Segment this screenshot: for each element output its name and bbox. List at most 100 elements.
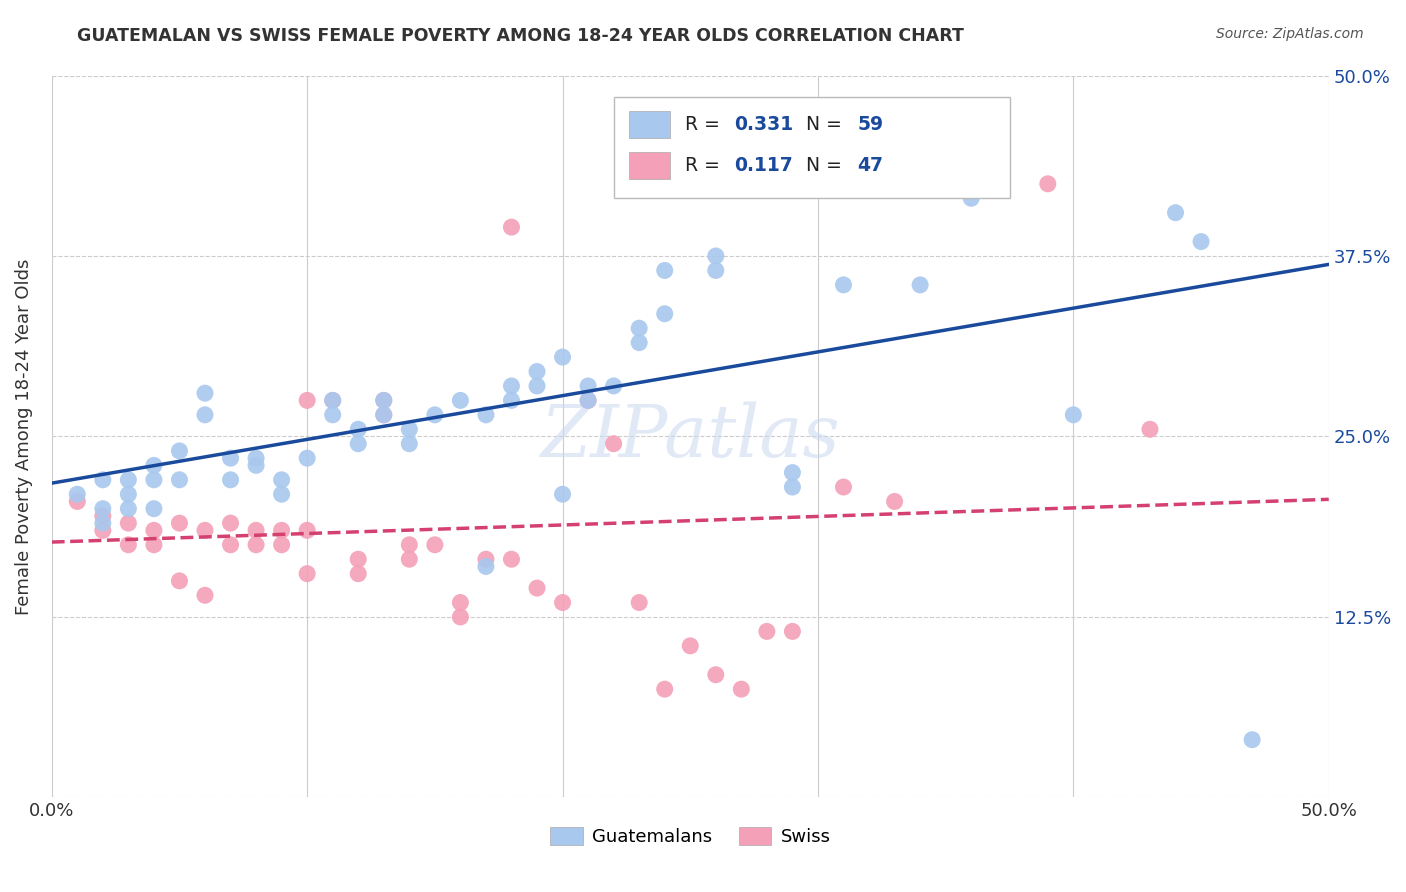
Point bbox=[270, 538, 292, 552]
Point bbox=[398, 538, 420, 552]
Point bbox=[347, 436, 370, 450]
Point bbox=[398, 552, 420, 566]
Point bbox=[475, 408, 498, 422]
Point bbox=[295, 451, 318, 466]
Point bbox=[373, 393, 395, 408]
Point bbox=[551, 595, 574, 609]
Point bbox=[449, 393, 471, 408]
Point bbox=[373, 408, 395, 422]
Point bbox=[908, 277, 931, 292]
Point bbox=[832, 277, 855, 292]
Point bbox=[935, 177, 957, 191]
Point bbox=[475, 552, 498, 566]
Point bbox=[347, 422, 370, 436]
Point bbox=[576, 393, 599, 408]
Point bbox=[526, 379, 548, 393]
Point bbox=[169, 444, 191, 458]
Point bbox=[602, 379, 624, 393]
Point bbox=[169, 473, 191, 487]
Text: R =: R = bbox=[685, 115, 725, 134]
Point bbox=[1139, 422, 1161, 436]
Text: 0.331: 0.331 bbox=[734, 115, 793, 134]
Point bbox=[883, 494, 905, 508]
Text: 47: 47 bbox=[858, 156, 883, 175]
Point bbox=[169, 516, 191, 530]
Point bbox=[194, 588, 217, 602]
Point bbox=[347, 552, 370, 566]
Point bbox=[91, 508, 114, 523]
Point bbox=[501, 220, 523, 235]
Point bbox=[270, 487, 292, 501]
Legend: Guatemalans, Swiss: Guatemalans, Swiss bbox=[543, 820, 838, 854]
Point bbox=[219, 516, 242, 530]
Point bbox=[91, 516, 114, 530]
Point bbox=[551, 350, 574, 364]
Point bbox=[755, 624, 778, 639]
Point bbox=[628, 321, 651, 335]
Point bbox=[322, 393, 344, 408]
Point bbox=[219, 451, 242, 466]
Y-axis label: Female Poverty Among 18-24 Year Olds: Female Poverty Among 18-24 Year Olds bbox=[15, 259, 32, 615]
FancyBboxPatch shape bbox=[628, 152, 669, 179]
Point bbox=[628, 595, 651, 609]
Point bbox=[347, 566, 370, 581]
Point bbox=[373, 408, 395, 422]
Point bbox=[142, 458, 165, 473]
Point bbox=[142, 501, 165, 516]
Point bbox=[449, 595, 471, 609]
Point bbox=[679, 639, 702, 653]
Point bbox=[1062, 408, 1084, 422]
Text: Source: ZipAtlas.com: Source: ZipAtlas.com bbox=[1216, 27, 1364, 41]
Point bbox=[501, 379, 523, 393]
Point bbox=[1036, 177, 1059, 191]
Point bbox=[960, 191, 983, 205]
Point bbox=[245, 451, 267, 466]
Point bbox=[704, 249, 727, 263]
Point bbox=[169, 574, 191, 588]
Point bbox=[117, 538, 139, 552]
Point bbox=[117, 501, 139, 516]
Point bbox=[66, 494, 89, 508]
Point bbox=[628, 335, 651, 350]
Point bbox=[704, 667, 727, 681]
Point bbox=[501, 393, 523, 408]
Text: ZIPatlas: ZIPatlas bbox=[540, 401, 839, 472]
Point bbox=[117, 516, 139, 530]
Point bbox=[551, 487, 574, 501]
Point bbox=[730, 134, 752, 148]
Point bbox=[423, 408, 446, 422]
Point bbox=[245, 538, 267, 552]
Text: N =: N = bbox=[807, 115, 848, 134]
Point bbox=[398, 422, 420, 436]
Point bbox=[295, 566, 318, 581]
Point bbox=[449, 610, 471, 624]
Point bbox=[654, 682, 676, 697]
Point bbox=[1241, 732, 1264, 747]
Point bbox=[654, 307, 676, 321]
Point bbox=[91, 501, 114, 516]
Point bbox=[66, 487, 89, 501]
Point bbox=[782, 624, 804, 639]
Point bbox=[295, 393, 318, 408]
Text: N =: N = bbox=[807, 156, 848, 175]
Point bbox=[782, 480, 804, 494]
Point bbox=[245, 458, 267, 473]
Point bbox=[398, 436, 420, 450]
Point bbox=[295, 524, 318, 538]
Point bbox=[1189, 235, 1212, 249]
Point bbox=[501, 552, 523, 566]
Point bbox=[194, 408, 217, 422]
Point bbox=[576, 379, 599, 393]
Point bbox=[270, 473, 292, 487]
Point bbox=[832, 480, 855, 494]
Point bbox=[270, 524, 292, 538]
Point bbox=[142, 524, 165, 538]
Point bbox=[142, 538, 165, 552]
Point bbox=[1164, 205, 1187, 219]
Point bbox=[576, 393, 599, 408]
Point bbox=[219, 538, 242, 552]
Point bbox=[194, 524, 217, 538]
Point bbox=[117, 487, 139, 501]
Text: R =: R = bbox=[685, 156, 725, 175]
Point bbox=[423, 538, 446, 552]
